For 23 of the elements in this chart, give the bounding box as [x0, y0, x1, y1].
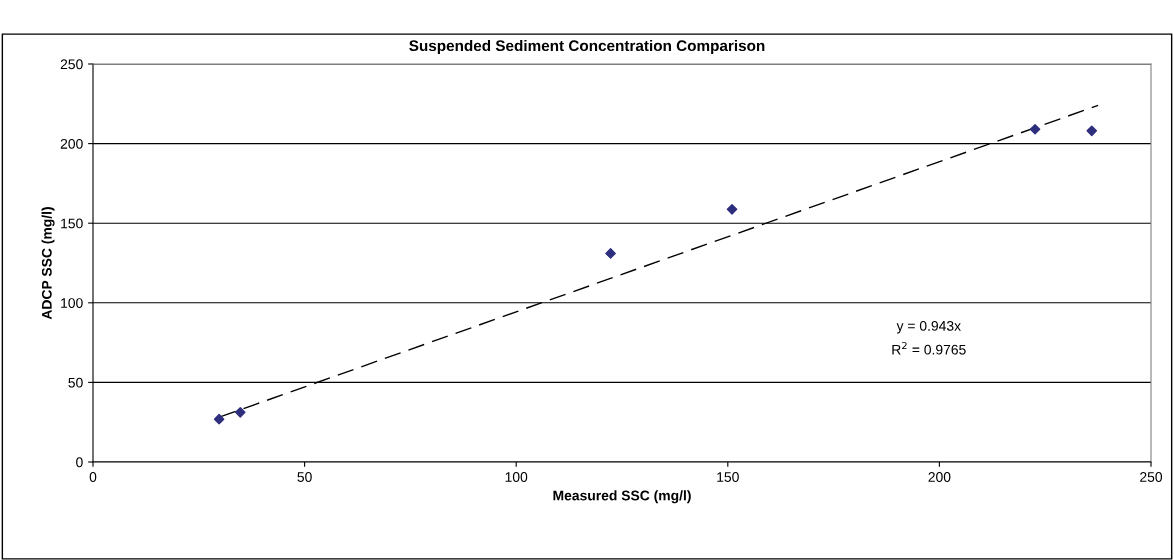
x-tick-label: 50 [297, 472, 312, 482]
y-tick-label: 100 [61, 298, 83, 308]
chart-title: Suspended Sediment Concentration Comparison [409, 39, 765, 55]
point [213, 413, 225, 425]
y-tick-label: 0 [76, 457, 83, 468]
annotation: y = 0.943x [896, 320, 961, 334]
y-tick-label: 50 [68, 377, 83, 388]
y-tick-label: 150 [61, 218, 83, 229]
point [605, 248, 616, 259]
y-tick-label: 200 [60, 138, 83, 149]
x-tick-label: 150 [717, 472, 739, 482]
x-tick-label: 0 [89, 472, 97, 482]
x-tick-label: 200 [928, 472, 951, 482]
x-tick-label: 100 [505, 472, 528, 482]
y-axis-title: ADCP SSC (mg/l) [41, 207, 55, 320]
y-tick-label: 250 [60, 59, 83, 70]
point [1086, 125, 1098, 137]
annotation: R$^{2}$ = 0.9765 [892, 341, 966, 355]
x-axis-title: Measured SSC (mg/l) [553, 490, 691, 504]
point [234, 407, 246, 418]
point [726, 204, 738, 215]
x-tick-label: 250 [1140, 472, 1163, 482]
point [1029, 123, 1041, 135]
